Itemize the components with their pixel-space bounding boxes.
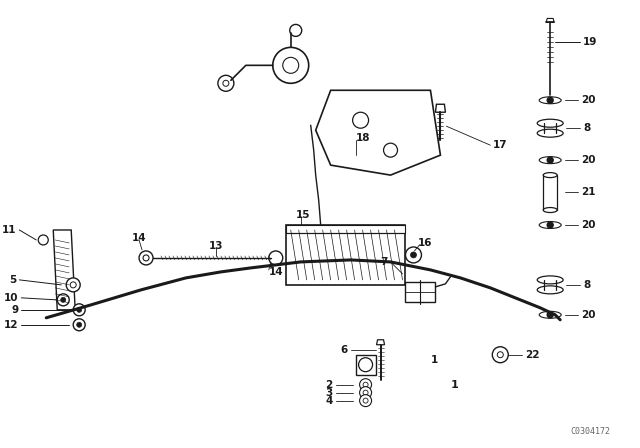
Text: 11: 11 — [2, 225, 16, 235]
Text: 5: 5 — [9, 275, 16, 285]
Circle shape — [273, 47, 308, 83]
Circle shape — [73, 304, 85, 316]
Ellipse shape — [543, 172, 557, 177]
Circle shape — [77, 322, 82, 327]
Bar — [285, 225, 406, 233]
Ellipse shape — [537, 119, 563, 127]
Circle shape — [61, 297, 66, 302]
Text: 15: 15 — [296, 210, 310, 220]
Text: 4: 4 — [325, 396, 333, 405]
Circle shape — [497, 352, 503, 358]
Text: 10: 10 — [4, 293, 19, 303]
Text: 1: 1 — [431, 355, 438, 365]
Circle shape — [547, 157, 553, 163]
Text: 20: 20 — [581, 155, 596, 165]
Bar — [543, 175, 557, 210]
Ellipse shape — [540, 157, 561, 164]
Text: C0304172: C0304172 — [570, 426, 610, 435]
Polygon shape — [316, 90, 440, 175]
Circle shape — [547, 312, 553, 318]
Text: 8: 8 — [583, 280, 590, 290]
Bar — [406, 282, 435, 302]
Ellipse shape — [543, 207, 557, 212]
Circle shape — [410, 252, 417, 258]
Ellipse shape — [537, 276, 563, 284]
Circle shape — [363, 398, 368, 403]
Circle shape — [77, 307, 82, 312]
Polygon shape — [53, 230, 75, 310]
Circle shape — [363, 382, 368, 387]
Circle shape — [57, 294, 69, 306]
Text: 20: 20 — [581, 310, 596, 320]
Polygon shape — [376, 340, 385, 345]
Text: 20: 20 — [581, 95, 596, 105]
Text: 6: 6 — [340, 345, 348, 355]
Circle shape — [269, 251, 283, 265]
Circle shape — [547, 222, 553, 228]
Circle shape — [223, 80, 229, 86]
Circle shape — [360, 395, 372, 407]
Circle shape — [360, 387, 372, 399]
Ellipse shape — [540, 97, 561, 104]
Text: 14: 14 — [132, 233, 147, 243]
Text: 16: 16 — [417, 238, 432, 248]
Text: 3: 3 — [325, 388, 333, 398]
Circle shape — [547, 97, 553, 103]
Text: 17: 17 — [493, 140, 508, 150]
Ellipse shape — [540, 311, 561, 318]
Text: 22: 22 — [525, 350, 540, 360]
Polygon shape — [356, 355, 376, 375]
Circle shape — [218, 75, 234, 91]
Ellipse shape — [537, 286, 563, 294]
Circle shape — [73, 319, 85, 331]
Text: 14: 14 — [269, 267, 284, 277]
Ellipse shape — [540, 221, 561, 228]
Text: 12: 12 — [4, 320, 19, 330]
Text: 7: 7 — [380, 257, 388, 267]
Circle shape — [360, 379, 372, 391]
Text: 13: 13 — [209, 241, 223, 251]
Polygon shape — [435, 104, 445, 112]
Text: 18: 18 — [356, 133, 370, 143]
Text: 9: 9 — [11, 305, 19, 315]
Text: 20: 20 — [581, 220, 596, 230]
Bar — [285, 225, 406, 285]
Text: 21: 21 — [581, 187, 596, 197]
Text: 2: 2 — [325, 379, 333, 390]
Circle shape — [363, 390, 368, 395]
Text: 19: 19 — [583, 37, 598, 47]
Text: 1: 1 — [451, 379, 458, 390]
Circle shape — [492, 347, 508, 363]
Circle shape — [139, 251, 153, 265]
Circle shape — [66, 278, 80, 292]
Circle shape — [143, 255, 149, 261]
Polygon shape — [546, 18, 554, 22]
Ellipse shape — [537, 129, 563, 137]
Text: 8: 8 — [583, 123, 590, 133]
